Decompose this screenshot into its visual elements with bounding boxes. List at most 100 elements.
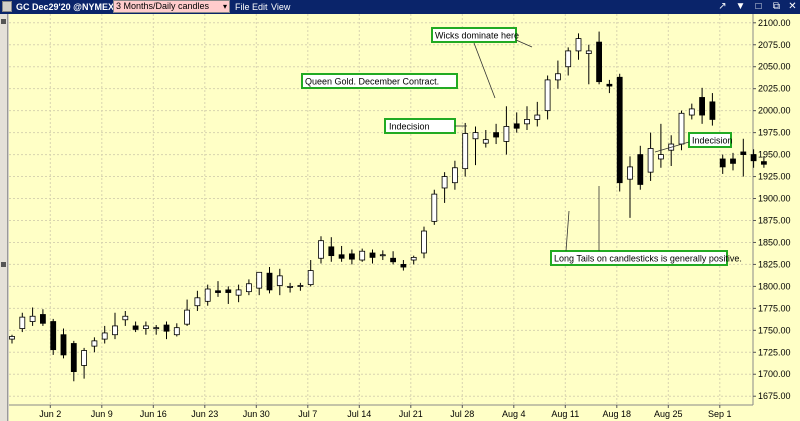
- candle: [627, 156, 633, 218]
- candle-body-up: [482, 139, 489, 144]
- candle-body-down: [606, 83, 613, 87]
- scroll-marker-icon[interactable]: [1, 262, 6, 267]
- candle: [132, 321, 139, 333]
- y-tick-label: 2000.00: [758, 106, 791, 116]
- x-tick-label: Jul 21: [399, 409, 423, 419]
- candle-body-up: [112, 325, 118, 336]
- candle-body-down: [348, 253, 355, 260]
- candle-body-down: [70, 343, 77, 373]
- plot-area: [9, 14, 753, 405]
- candle-body-down: [513, 123, 520, 129]
- x-tick-label: Jun 2: [39, 409, 61, 419]
- candle: [761, 156, 767, 168]
- y-tick-label: 1825.00: [758, 259, 791, 269]
- candle-body-up: [555, 73, 561, 81]
- arrow-wicks-right: [515, 39, 533, 48]
- candle: [596, 31, 602, 85]
- candle-body-up: [503, 126, 510, 142]
- candle-body-up: [153, 327, 160, 330]
- grid: [9, 14, 753, 405]
- candle-body-up: [565, 50, 572, 68]
- candle-body-up: [184, 309, 191, 325]
- candle-body-down: [50, 321, 57, 351]
- candle-body-up: [647, 148, 654, 173]
- candle-body-up: [81, 350, 87, 366]
- left-tool-strip[interactable]: [0, 14, 8, 421]
- y-axis: 1675.00 1700.00 1725.00 1750.00 1775.00 1800.…: [752, 14, 800, 421]
- candle-body-up: [318, 240, 324, 259]
- candle-body-up: [245, 283, 252, 293]
- candle: [555, 60, 561, 89]
- candle-body-up: [276, 275, 283, 286]
- candle: [410, 255, 417, 265]
- arrow-long-tails-left: [565, 210, 570, 252]
- candle: [699, 87, 705, 124]
- candle-body-down: [400, 264, 407, 268]
- candle: [173, 323, 180, 337]
- candle: [256, 271, 263, 296]
- arrow-indecision-right: [654, 141, 690, 153]
- candle-body-down: [132, 325, 139, 330]
- candle-body-up: [307, 270, 314, 286]
- annotation-wicks-box: [431, 27, 517, 43]
- candle-body-up: [421, 230, 427, 254]
- menu-view[interactable]: View: [271, 2, 291, 12]
- annotation-indecision-left: Indecision: [389, 122, 430, 132]
- maximize-icon[interactable]: □: [755, 1, 762, 12]
- toolbar-handle-icon[interactable]: [1, 19, 6, 24]
- y-tick-label: 1700.00: [758, 369, 791, 379]
- candle: [307, 260, 314, 287]
- y-tick-label: 2100.00: [758, 18, 791, 28]
- annotation-queen-gold-box: [301, 73, 458, 89]
- candle: [606, 79, 613, 94]
- close-icon[interactable]: ✕: [788, 1, 797, 12]
- candle: [70, 340, 77, 382]
- menu-edit[interactable]: Edit: [252, 2, 268, 12]
- candle-body-up: [534, 114, 541, 120]
- y-tick-label: 1675.00: [758, 391, 791, 401]
- candle-body-up: [29, 315, 36, 322]
- candle-body-up: [575, 38, 582, 52]
- candle: [503, 106, 510, 155]
- candle-body-up: [122, 315, 129, 321]
- candle-body-up: [410, 256, 417, 261]
- candle-body-up: [678, 112, 685, 145]
- link-arrow-icon[interactable]: ↗: [718, 1, 727, 12]
- candle-body-down: [699, 97, 705, 116]
- y-axis-panel: [753, 14, 800, 421]
- x-tick-label: Aug 4: [502, 409, 526, 419]
- candle-body-up: [142, 325, 149, 329]
- candle: [585, 44, 592, 85]
- candle: [81, 347, 87, 379]
- x-tick-label: Jun 23: [191, 409, 218, 419]
- candle: [462, 122, 469, 177]
- candle: [441, 172, 448, 203]
- chevron-down-icon[interactable]: ▾: [222, 2, 227, 11]
- candle: [266, 267, 273, 294]
- candle-body-up: [101, 332, 108, 340]
- x-tick-label: Jul 7: [298, 409, 317, 419]
- candle: [276, 268, 283, 296]
- candle: [524, 106, 530, 130]
- candle-body-up: [359, 250, 366, 261]
- candle-body-down: [338, 254, 345, 259]
- candle: [709, 93, 716, 126]
- menu-file[interactable]: File: [235, 2, 250, 12]
- chevron-down-icon[interactable]: ▼: [735, 1, 746, 12]
- candle: [575, 33, 582, 60]
- chart-app-icon: [2, 1, 12, 12]
- chart-title-bar: GC Dec29'20 @NYMEX ▾ 3 Months/Daily cand…: [0, 0, 800, 14]
- x-axis: Jun 2 Jun 9 Jun 16 Jun 23 Jun 30 Jul 7 Jul 14 J…: [9, 404, 753, 421]
- candle: [19, 312, 26, 333]
- candle: [616, 73, 623, 192]
- restore-icon[interactable]: ⧉: [772, 1, 781, 12]
- candle-body-up: [91, 340, 98, 347]
- candle: [91, 337, 98, 353]
- candle-body-up: [9, 336, 15, 340]
- y-tick-label: 1800.00: [758, 281, 791, 291]
- interval-dropdown[interactable]: 3 Months/Daily candles ▾: [113, 0, 230, 13]
- candle-body-up: [472, 132, 479, 140]
- candle-body-down: [163, 324, 170, 332]
- candle: [379, 250, 386, 261]
